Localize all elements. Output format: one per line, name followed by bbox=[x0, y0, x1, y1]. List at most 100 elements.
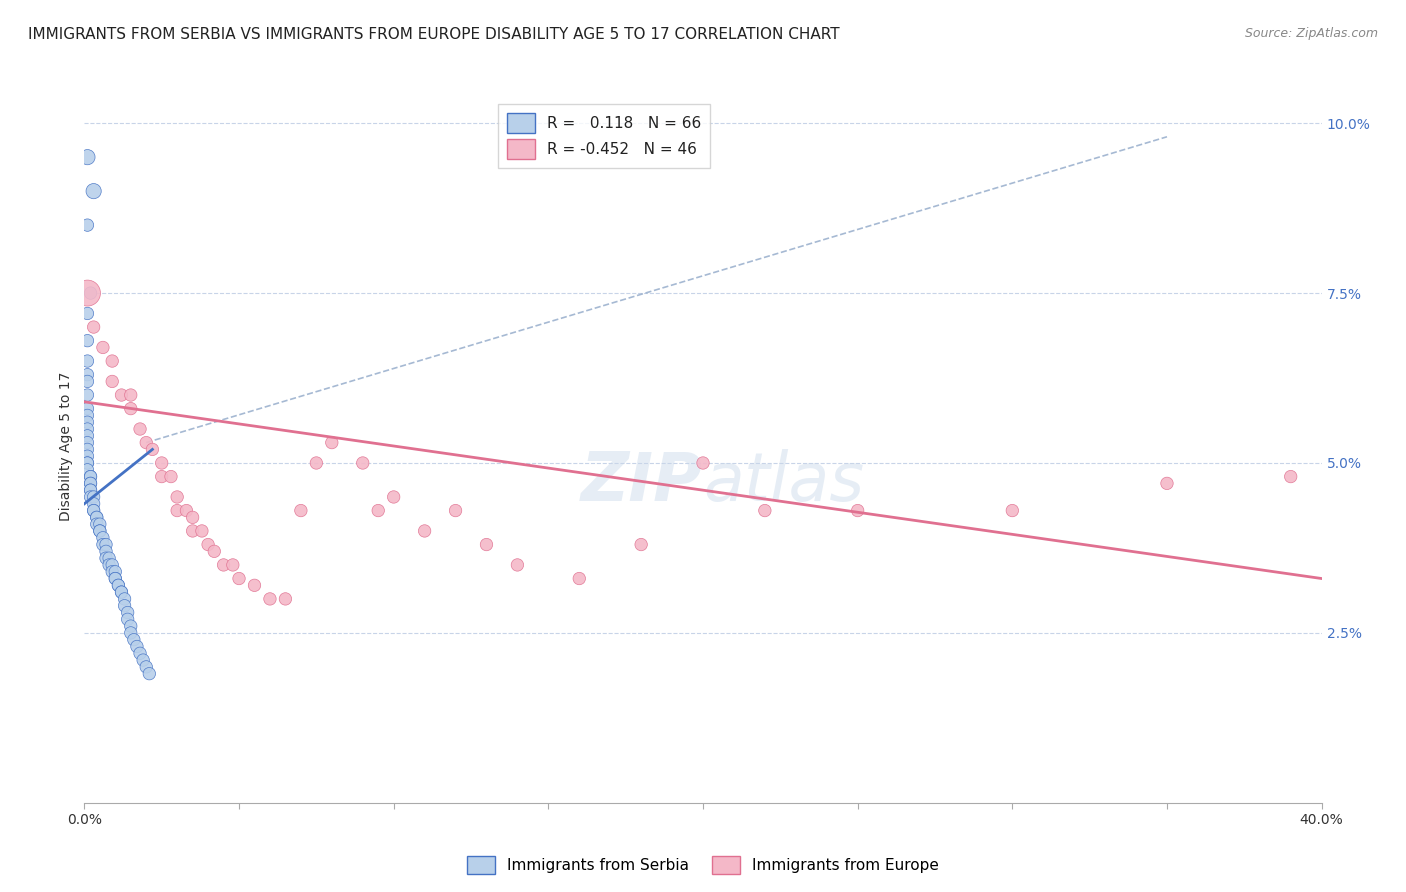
Point bbox=[754, 503, 776, 517]
Point bbox=[76, 306, 98, 320]
Point bbox=[76, 429, 98, 443]
Point bbox=[321, 435, 343, 450]
Point bbox=[98, 558, 121, 572]
Point bbox=[76, 409, 98, 423]
Point bbox=[120, 626, 142, 640]
Point bbox=[222, 558, 245, 572]
Point bbox=[135, 660, 157, 674]
Point bbox=[506, 558, 529, 572]
Point bbox=[141, 442, 163, 457]
Point bbox=[212, 558, 235, 572]
Point bbox=[76, 354, 98, 368]
Point bbox=[101, 565, 124, 579]
Point bbox=[125, 640, 148, 654]
Point bbox=[110, 585, 132, 599]
Point bbox=[76, 150, 98, 164]
Point bbox=[367, 503, 389, 517]
Point bbox=[104, 572, 127, 586]
Legend: Immigrants from Serbia, Immigrants from Europe: Immigrants from Serbia, Immigrants from … bbox=[461, 850, 945, 880]
Point bbox=[274, 591, 297, 606]
Point bbox=[444, 503, 467, 517]
Point bbox=[1279, 469, 1302, 483]
Point bbox=[101, 558, 124, 572]
Point bbox=[79, 476, 101, 491]
Point bbox=[382, 490, 405, 504]
Point bbox=[86, 510, 108, 524]
Point bbox=[475, 537, 498, 551]
Point bbox=[76, 401, 98, 416]
Point bbox=[630, 537, 652, 551]
Point bbox=[76, 435, 98, 450]
Point bbox=[1156, 476, 1178, 491]
Point bbox=[79, 490, 101, 504]
Point bbox=[568, 572, 591, 586]
Point bbox=[83, 503, 105, 517]
Point bbox=[76, 368, 98, 382]
Point bbox=[83, 497, 105, 511]
Point bbox=[83, 320, 105, 334]
Point bbox=[79, 476, 101, 491]
Text: Source: ZipAtlas.com: Source: ZipAtlas.com bbox=[1244, 27, 1378, 40]
Point bbox=[138, 666, 160, 681]
Text: ZIP: ZIP bbox=[581, 449, 703, 515]
Text: IMMIGRANTS FROM SERBIA VS IMMIGRANTS FROM EUROPE DISABILITY AGE 5 TO 17 CORRELAT: IMMIGRANTS FROM SERBIA VS IMMIGRANTS FRO… bbox=[28, 27, 839, 42]
Point bbox=[110, 388, 132, 402]
Point bbox=[120, 619, 142, 633]
Point bbox=[166, 490, 188, 504]
Point bbox=[104, 565, 127, 579]
Point bbox=[413, 524, 436, 538]
Point bbox=[101, 354, 124, 368]
Point bbox=[89, 524, 111, 538]
Point bbox=[114, 599, 136, 613]
Point bbox=[1001, 503, 1024, 517]
Point bbox=[94, 544, 117, 558]
Point bbox=[181, 524, 204, 538]
Point bbox=[89, 524, 111, 538]
Point bbox=[110, 585, 132, 599]
Point bbox=[101, 375, 124, 389]
Point bbox=[846, 503, 869, 517]
Point bbox=[83, 490, 105, 504]
Point bbox=[76, 286, 98, 301]
Point bbox=[166, 503, 188, 517]
Point bbox=[76, 388, 98, 402]
Point bbox=[79, 286, 101, 301]
Point bbox=[117, 606, 139, 620]
Point bbox=[76, 415, 98, 429]
Point bbox=[228, 572, 250, 586]
Point bbox=[352, 456, 374, 470]
Point bbox=[135, 435, 157, 450]
Point bbox=[197, 537, 219, 551]
Point bbox=[305, 456, 328, 470]
Point bbox=[79, 483, 101, 498]
Point bbox=[79, 469, 101, 483]
Point bbox=[76, 463, 98, 477]
Point bbox=[94, 551, 117, 566]
Point bbox=[202, 544, 225, 558]
Point bbox=[76, 456, 98, 470]
Legend: R =   0.118   N = 66, R = -0.452   N = 46: R = 0.118 N = 66, R = -0.452 N = 46 bbox=[498, 104, 710, 168]
Point bbox=[114, 591, 136, 606]
Point bbox=[129, 422, 152, 436]
Point bbox=[91, 341, 114, 355]
Point bbox=[150, 469, 173, 483]
Point bbox=[76, 334, 98, 348]
Point bbox=[692, 456, 714, 470]
Text: atlas: atlas bbox=[703, 449, 865, 515]
Point bbox=[117, 612, 139, 626]
Point bbox=[259, 591, 281, 606]
Point bbox=[243, 578, 266, 592]
Point bbox=[76, 456, 98, 470]
Point bbox=[122, 632, 145, 647]
Point bbox=[98, 551, 121, 566]
Point bbox=[107, 578, 129, 592]
Y-axis label: Disability Age 5 to 17: Disability Age 5 to 17 bbox=[59, 371, 73, 521]
Point bbox=[91, 531, 114, 545]
Point bbox=[176, 503, 198, 517]
Point bbox=[79, 469, 101, 483]
Point bbox=[89, 517, 111, 532]
Point bbox=[86, 517, 108, 532]
Point bbox=[76, 375, 98, 389]
Point bbox=[76, 442, 98, 457]
Point bbox=[76, 422, 98, 436]
